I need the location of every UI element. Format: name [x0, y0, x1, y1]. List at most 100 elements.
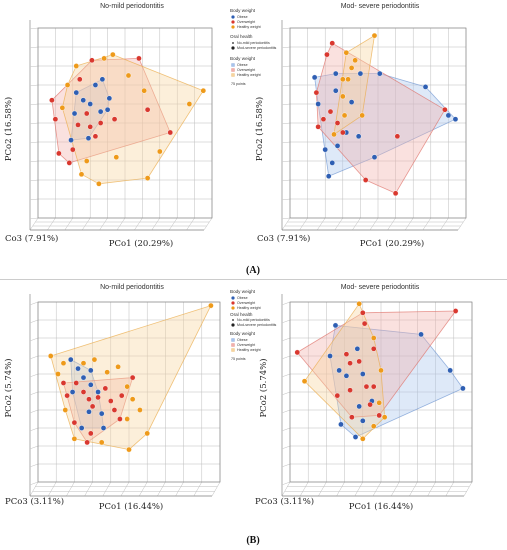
- gridline-floor: [318, 481, 327, 497]
- gridline-side: [282, 391, 291, 395]
- legend-b-no-mild-label: No-mild periodontitis: [237, 318, 270, 322]
- point-healthy-weight: [339, 76, 346, 83]
- point-overweight: [52, 116, 59, 122]
- point-obese: [343, 372, 350, 379]
- legend-b-point-count: 75 points: [231, 357, 246, 361]
- point-overweight: [343, 351, 350, 358]
- gridline-floor: [134, 217, 143, 231]
- point-healthy-weight: [345, 76, 351, 83]
- point-healthy-weight: [370, 423, 377, 430]
- point-obese: [86, 408, 92, 415]
- gridline-floor: [66, 481, 75, 497]
- point-overweight: [87, 430, 94, 437]
- point-healthy-weight: [376, 399, 382, 406]
- point-healthy-weight: [352, 57, 358, 64]
- legend-obese-hull-label: Obese: [237, 63, 248, 67]
- point-obese: [445, 112, 452, 119]
- point-overweight: [83, 110, 90, 117]
- legend-b-obese-hull-label: Obese: [237, 338, 248, 342]
- point-healthy-weight: [78, 171, 85, 178]
- point-overweight: [73, 380, 80, 386]
- gridline-floor: [47, 217, 56, 231]
- legend-a: Body weight Obese Overweight Healthy wei…: [230, 8, 277, 86]
- gridline-floor: [120, 481, 130, 497]
- gridline-floor: [168, 217, 178, 231]
- point-healthy-weight: [104, 369, 110, 376]
- legend-obese-marker: [231, 15, 235, 19]
- point-overweight: [144, 106, 151, 113]
- gridline-floor: [64, 217, 74, 231]
- point-healthy-weight: [59, 105, 66, 111]
- point-obese: [332, 87, 339, 94]
- chart-b1-xlabel: PCo1 (16.44%): [99, 501, 164, 512]
- legend-b-body-weight-hull-title: Body weight: [230, 331, 256, 336]
- gridline-floor: [372, 481, 382, 497]
- legend-overweight-marker: [231, 20, 235, 24]
- legend-b-overweight-hull: [231, 343, 235, 347]
- point-overweight: [315, 124, 321, 130]
- point-overweight: [356, 358, 362, 365]
- gridline-side: [30, 355, 39, 359]
- point-overweight: [136, 55, 142, 62]
- point-overweight: [95, 394, 101, 401]
- legend-b-oral-health-title: Oral health: [230, 312, 253, 317]
- point-healthy-weight: [144, 430, 150, 437]
- gridline-floor: [84, 481, 93, 497]
- point-healthy-weight: [60, 360, 67, 367]
- gridline-floor: [29, 481, 39, 497]
- gridline-floor: [203, 217, 213, 231]
- point-obese: [73, 89, 80, 96]
- legend-overweight-hull: [231, 68, 235, 72]
- point-overweight: [92, 133, 99, 140]
- legend-b-mod-severe-marker: [231, 323, 235, 327]
- point-obese: [95, 389, 101, 395]
- point-overweight: [60, 380, 67, 386]
- gridline-side: [30, 46, 39, 49]
- point-overweight: [347, 387, 353, 394]
- gridline-floor: [175, 481, 184, 497]
- gridline-side: [282, 427, 291, 431]
- gridline-floor: [29, 217, 39, 231]
- point-healthy-weight: [156, 148, 163, 155]
- legend-mod-severe-label: Mod-severe periodontitis: [237, 46, 277, 50]
- gridline-floor: [47, 481, 57, 497]
- legend-overweight-label: Overweight: [237, 20, 255, 24]
- point-obese: [329, 160, 336, 166]
- point-healthy-weight: [371, 32, 378, 39]
- gridline-floor: [352, 217, 361, 231]
- gridline-side: [282, 65, 291, 68]
- point-overweight: [86, 396, 92, 403]
- chart-b1-title: No-mild periodontitis: [100, 284, 164, 291]
- point-overweight: [359, 309, 366, 316]
- gridline-side: [30, 319, 39, 323]
- point-healthy-weight: [96, 180, 102, 187]
- legend-b: Body weight Obese Overweight Healthy wei…: [230, 289, 277, 361]
- point-obese: [332, 322, 339, 329]
- point-overweight: [111, 116, 118, 122]
- gridline-floor: [138, 481, 148, 497]
- point-healthy-weight: [125, 72, 132, 79]
- gridline-floor: [281, 481, 291, 497]
- gridline-floor: [427, 481, 436, 497]
- chart-a2-plot: [281, 20, 467, 231]
- gridline-floor: [157, 481, 166, 497]
- point-obese: [78, 425, 85, 431]
- point-obese: [67, 356, 74, 363]
- point-obese: [338, 421, 344, 428]
- point-overweight: [339, 129, 346, 136]
- point-overweight: [70, 146, 76, 153]
- point-obese: [98, 410, 105, 417]
- gridline-side: [282, 337, 291, 341]
- legend-no-mild-label: No-mild periodontitis: [237, 41, 270, 45]
- gridline-floor: [299, 481, 309, 497]
- gridline-floor: [457, 217, 467, 231]
- point-obese: [87, 101, 93, 107]
- legend-mod-severe-marker: [231, 46, 235, 50]
- chart-a2-zlabel: Co3 (7.91%): [257, 233, 310, 244]
- gridline-side: [282, 27, 291, 30]
- chart-back-wall: [289, 301, 473, 483]
- chart-back-wall: [37, 301, 221, 483]
- legend-obese-label: Obese: [237, 15, 248, 19]
- point-overweight: [363, 383, 370, 390]
- chart-a1-title: No-mild periodontitis: [100, 3, 164, 10]
